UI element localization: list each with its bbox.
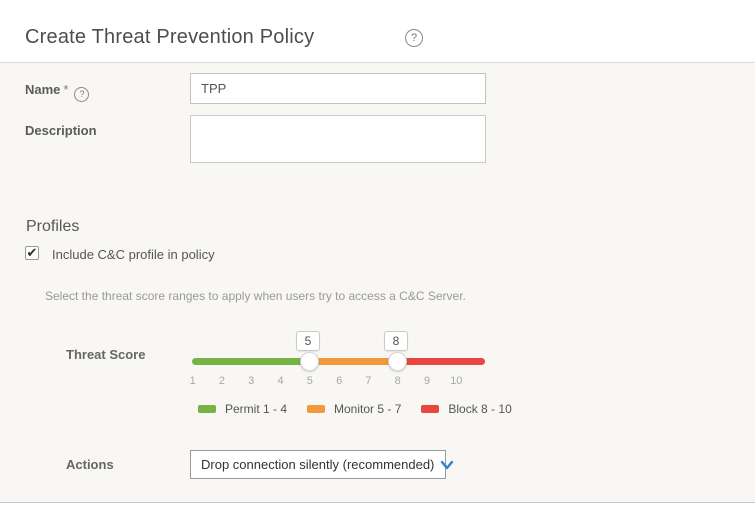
tick-label: 1	[189, 375, 196, 387]
slider-permit-segment	[192, 358, 310, 365]
threat-score-slider-track[interactable]	[192, 358, 485, 365]
threat-score-legend: Permit 1 - 4 Monitor 5 - 7 Block 8 - 10	[198, 402, 512, 416]
description-textarea[interactable]	[190, 115, 486, 163]
slider-upper-handle[interactable]	[388, 352, 407, 371]
header-divider	[0, 62, 755, 63]
description-label: Description	[25, 123, 97, 138]
slider-lower-value-box: 5	[296, 331, 320, 351]
actions-label: Actions	[66, 457, 114, 472]
slider-upper-value-box: 8	[384, 331, 408, 351]
slider-lower-handle[interactable]	[300, 352, 319, 371]
threat-score-helper-text: Select the threat score ranges to apply …	[45, 289, 466, 303]
tick-label: 9	[423, 375, 431, 387]
tick-label: 6	[336, 375, 343, 387]
include-cc-profile-checkbox[interactable]: ✔	[25, 246, 39, 260]
actions-dropdown-value: Drop connection silently (recommended)	[201, 457, 435, 472]
name-help-icon[interactable]: ?	[74, 86, 90, 102]
slider-block-segment	[397, 358, 485, 365]
tick-label: 2	[218, 375, 225, 387]
slider-monitor-segment	[309, 358, 398, 365]
name-label: Name *?	[25, 82, 90, 102]
legend-item-block: Block 8 - 10	[421, 402, 512, 416]
form-body: Name*? Description Profiles ✔ Include C&…	[0, 63, 755, 503]
name-input[interactable]	[190, 73, 486, 104]
title-help-icon[interactable]: ?	[405, 29, 423, 47]
tick-label: 3	[248, 375, 255, 387]
include-cc-profile-label[interactable]: Include C&C profile in policy	[52, 247, 215, 262]
page-title: Create Threat Prevention Policy	[25, 26, 315, 48]
slider-tick-labels: 1 2 3 4 5 6 7 8 9 10	[178, 375, 471, 387]
monitor-swatch-icon	[307, 405, 326, 413]
actions-dropdown[interactable]: Drop connection silently (recommended)	[190, 450, 454, 479]
legend-item-permit: Permit 1 - 4	[198, 402, 287, 416]
legend-item-monitor: Monitor 5 - 7	[307, 402, 401, 416]
tick-label: 10	[450, 375, 463, 387]
tick-label: 7	[365, 375, 372, 387]
tick-label: 5	[306, 375, 313, 387]
permit-swatch-icon	[198, 405, 216, 413]
block-swatch-icon	[421, 405, 440, 413]
tick-label: 8	[394, 375, 401, 387]
page-header: Create Threat Prevention Policy ?	[0, 0, 755, 62]
profiles-heading: Profiles	[26, 218, 80, 235]
threat-score-label: Threat Score	[66, 347, 146, 362]
chevron-down-icon	[440, 459, 454, 471]
checkmark-icon: ✔	[26, 244, 38, 260]
tick-label: 4	[277, 375, 284, 387]
